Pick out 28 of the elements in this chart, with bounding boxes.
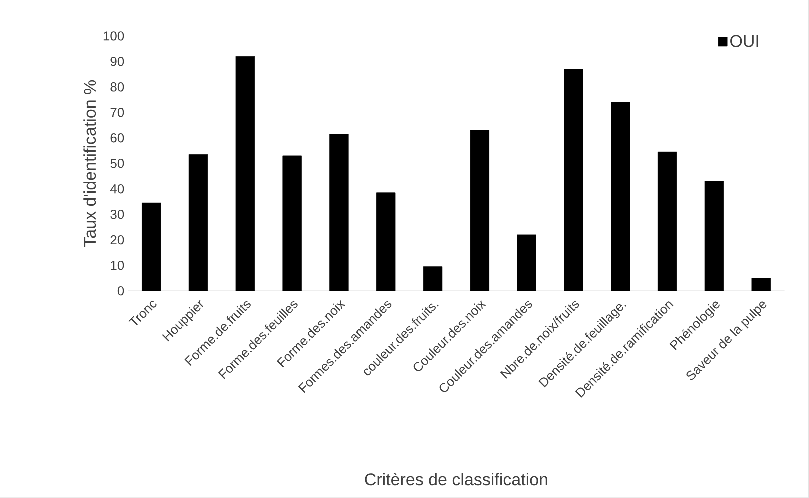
- legend-label: OUI: [730, 35, 758, 48]
- y-tick-label: 90: [110, 57, 124, 66]
- bar: [470, 130, 490, 292]
- y-tick-label: 80: [110, 82, 124, 92]
- y-tick-label: 0: [118, 286, 124, 296]
- y-tick-label: 50: [110, 158, 124, 168]
- bar: [282, 156, 302, 292]
- bar: [423, 266, 443, 292]
- y-tick-label: 30: [110, 210, 124, 220]
- y-tick-label: 100: [104, 32, 124, 41]
- bar: [611, 102, 630, 292]
- x-axis-title: Critères de classification: [365, 472, 548, 486]
- y-tick-label: 10: [111, 260, 124, 270]
- y-tick-label: 40: [110, 184, 124, 194]
- bar: [658, 152, 678, 292]
- bar: [376, 192, 396, 292]
- y-tick-label: 20: [110, 235, 124, 245]
- y-tick-label: 60: [110, 133, 124, 143]
- bar: [188, 154, 208, 292]
- bar: [517, 234, 536, 292]
- bar: [752, 278, 771, 292]
- bar: [236, 56, 255, 292]
- bar: [704, 181, 724, 292]
- bar: [564, 69, 584, 292]
- bar: [330, 134, 349, 292]
- bar: [142, 202, 162, 292]
- y-axis-title: Taux d'identification %: [84, 80, 96, 247]
- y-tick-label: 70: [110, 108, 124, 118]
